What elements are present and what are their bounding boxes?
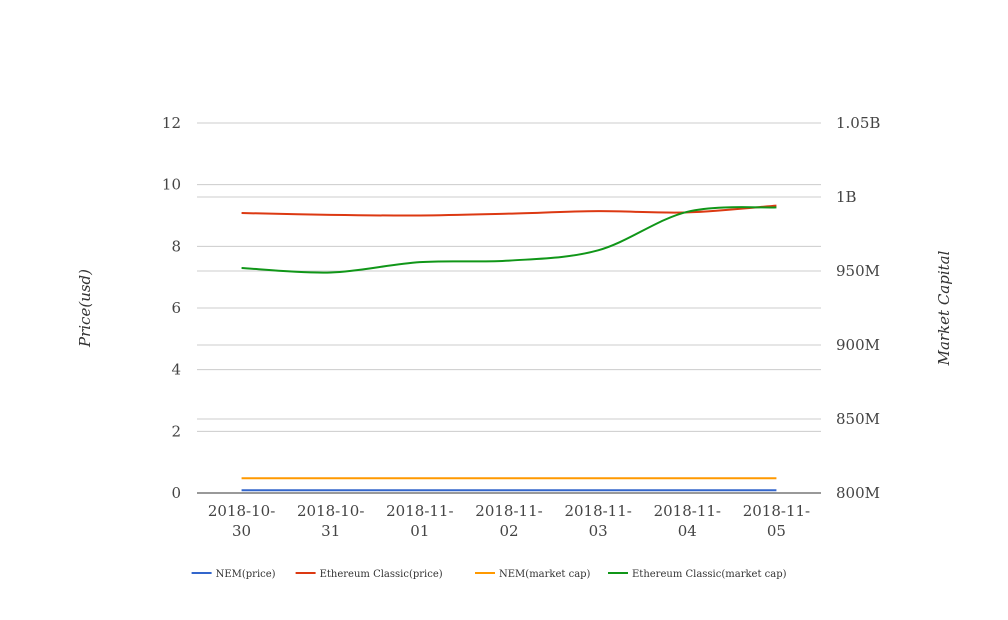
legend-label: NEM(price) xyxy=(216,569,276,580)
y-left-tick-label: 4 xyxy=(171,361,181,379)
x-tick-label: 2018-10-31 xyxy=(297,502,364,540)
y-left-tick-label: 0 xyxy=(171,484,181,502)
y-left-tick-label: 10 xyxy=(162,176,181,194)
legend-label: Ethereum Classic(price) xyxy=(320,569,443,580)
y-left-tick-label: 2 xyxy=(171,422,181,440)
y-right-tick-label: 800M xyxy=(836,484,880,502)
y-axis-right-title: Market Capital xyxy=(935,250,953,366)
grid-lines xyxy=(197,122,821,432)
left-axis: 0 2 4 6 8 10 12 xyxy=(162,114,181,502)
y-left-tick-label: 12 xyxy=(162,114,181,132)
legend: NEM(price) Ethereum Classic(price) NEM(mar… xyxy=(191,569,787,580)
x-tick-label: 2018-11-05 xyxy=(743,502,810,540)
y-left-tick-label: 8 xyxy=(171,237,181,255)
x-tick-label: 2018-10-30 xyxy=(208,502,275,540)
legend-label: NEM(market cap) xyxy=(499,569,591,580)
x-axis: 2018-10-30 2018-10-31 2018-11-01 2018-11-02… xyxy=(197,492,821,540)
x-tick-label: 2018-11-04 xyxy=(654,502,721,540)
series-line-ethereum-classic-market-cap xyxy=(241,206,777,274)
y-axis-left-title: Price(usd) xyxy=(76,269,94,348)
series-lines xyxy=(241,204,777,492)
y-right-tick-label: 900M xyxy=(836,336,880,354)
x-tick-label: 2018-11-02 xyxy=(475,502,542,540)
y-right-tick-label: 850M xyxy=(836,410,880,428)
y-right-tick-label: 1B xyxy=(836,188,857,206)
y-right-tick-label: 1.05B xyxy=(836,114,880,132)
x-tick-label: 2018-11-03 xyxy=(564,502,631,540)
x-tick-label: 2018-11-01 xyxy=(386,502,453,540)
y-left-tick-label: 6 xyxy=(171,299,181,317)
right-axis: 800M 850M 900M 950M 1B 1.05B xyxy=(836,114,880,502)
legend-label: Ethereum Classic(market cap) xyxy=(632,569,787,580)
y-right-tick-label: 950M xyxy=(836,262,880,280)
